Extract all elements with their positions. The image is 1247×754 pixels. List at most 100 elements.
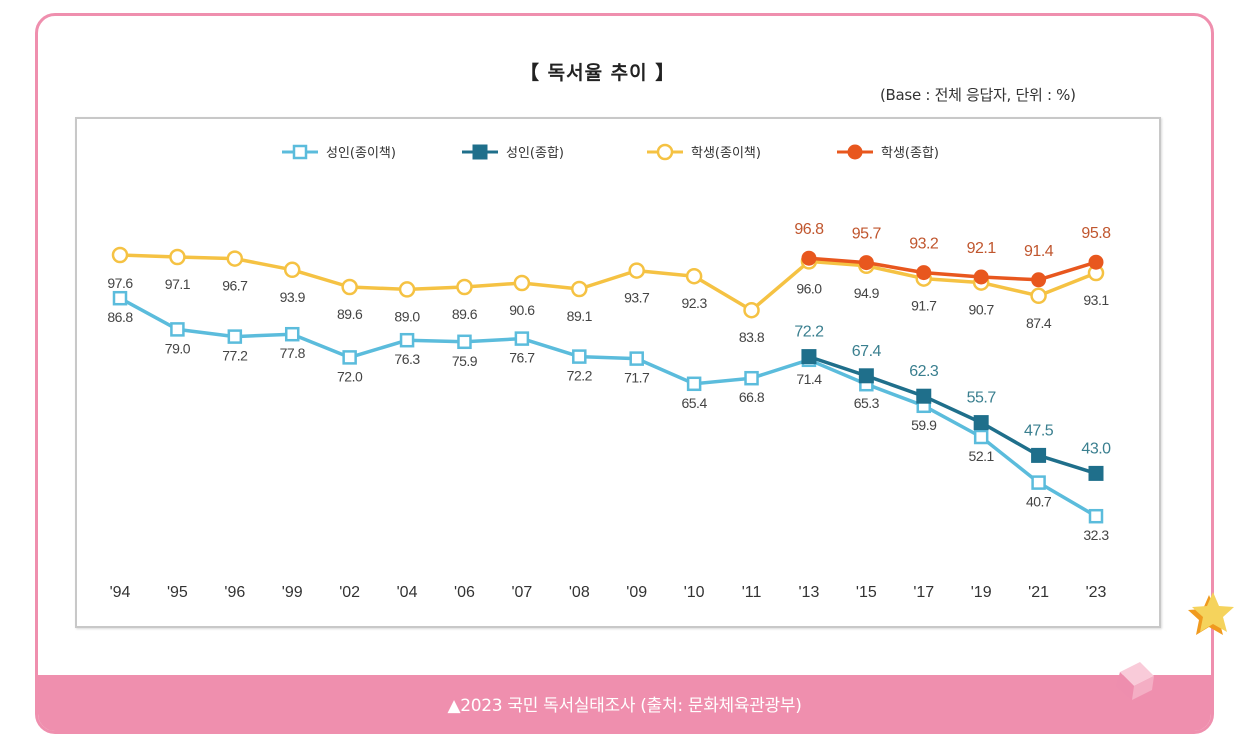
series-line	[808, 256, 1097, 282]
data-label: 77.8	[280, 345, 306, 361]
x-tick-label: '95	[167, 584, 188, 601]
data-label: 52.1	[969, 448, 995, 464]
data-point	[112, 290, 128, 306]
series-line	[119, 253, 1097, 312]
legend-marker	[656, 143, 674, 161]
data-point	[1031, 447, 1047, 463]
x-tick-label: '04	[397, 584, 418, 601]
x-tick-label: '11	[742, 584, 762, 601]
data-point	[111, 246, 129, 264]
legend-label: 학생(종합)	[881, 146, 939, 161]
x-tick-label: '19	[971, 584, 992, 601]
data-point	[629, 351, 644, 366]
data-label: 91.4	[1024, 243, 1054, 260]
data-label: 95.7	[852, 226, 882, 243]
data-label: 76.7	[509, 350, 535, 366]
data-point	[916, 388, 932, 404]
series-student-paper: 97.6 97.1 96.7 93.9 89.6 89.0 89.6 90.6 89.1 93.7…	[107, 246, 1110, 345]
data-point	[226, 250, 244, 267]
data-label: 55.7	[967, 390, 997, 407]
data-point	[973, 269, 989, 285]
x-tick-label: '09	[626, 584, 647, 601]
series-line	[119, 296, 1097, 518]
legend-item: 성인(종합)	[462, 144, 564, 161]
data-point	[284, 326, 300, 342]
data-point	[858, 368, 874, 384]
data-point	[1030, 287, 1047, 305]
data-point	[1088, 508, 1104, 524]
x-tick-label: '15	[856, 584, 877, 601]
data-label: 79.0	[165, 340, 191, 356]
data-point	[513, 274, 531, 292]
data-point	[686, 376, 702, 392]
source-caption: ▲2023 국민 독서실태조사 (출처: 문화체육관광부)	[38, 675, 1211, 731]
x-tick-label: '13	[799, 584, 820, 601]
data-point	[801, 250, 817, 266]
series-student-total: 96.8 95.7 93.2 92.1 91.4 95.8	[794, 221, 1112, 288]
data-label: 90.6	[509, 302, 535, 318]
data-label: 72.0	[337, 368, 363, 384]
data-point	[973, 429, 989, 445]
data-point	[572, 349, 587, 364]
data-label: 89.6	[452, 306, 478, 322]
data-point	[628, 262, 645, 279]
data-label: 96.7	[222, 278, 248, 294]
legend-label: 성인(종합)	[506, 146, 564, 161]
data-label: 59.9	[911, 417, 937, 433]
data-point	[571, 280, 588, 298]
data-label: 95.8	[1081, 225, 1111, 242]
source-caption-text: ▲2023 국민 독서실태조사 (출처: 문화체육관광부)	[447, 695, 802, 716]
x-tick-label: '21	[1028, 584, 1049, 601]
data-point	[858, 255, 874, 271]
data-label: 43.0	[1081, 440, 1111, 457]
x-tick-label: '07	[511, 584, 532, 601]
data-point	[457, 334, 472, 350]
data-label: 66.8	[739, 389, 765, 405]
data-label: 65.4	[681, 395, 707, 411]
data-label: 94.9	[854, 285, 880, 301]
data-label: 89.1	[567, 308, 593, 324]
data-label: 77.2	[222, 348, 248, 364]
data-point	[398, 281, 416, 298]
data-label: 40.7	[1026, 494, 1052, 510]
data-label: 83.8	[739, 329, 765, 345]
data-point	[283, 261, 301, 279]
data-label: 32.3	[1083, 527, 1109, 543]
data-point	[456, 278, 473, 296]
legend-item: 학생(종이책)	[647, 143, 761, 161]
legend-item: 학생(종합)	[837, 144, 939, 161]
legend-marker	[847, 144, 863, 160]
data-label: 89.6	[337, 306, 363, 322]
chart-subtitle: (Base : 전체 응답자, 단위 : %)	[880, 86, 1076, 104]
data-point	[399, 332, 415, 348]
data-point	[514, 331, 530, 346]
data-label: 71.7	[624, 370, 650, 386]
data-label: 47.5	[1024, 422, 1054, 439]
data-label: 93.7	[624, 290, 650, 306]
data-label: 91.7	[911, 298, 937, 314]
data-label: 86.8	[107, 309, 133, 325]
x-tick-label: '08	[569, 584, 590, 601]
legend-item: 성인(종이책)	[282, 144, 396, 161]
data-label: 71.4	[796, 371, 822, 387]
data-label: 72.2	[567, 368, 593, 384]
data-point	[685, 267, 703, 285]
data-point	[169, 248, 186, 266]
x-tick-label: '17	[913, 584, 934, 601]
data-point	[744, 370, 759, 386]
x-tick-label: '10	[684, 584, 705, 601]
data-label: 92.3	[681, 295, 707, 311]
chart-frame	[75, 117, 1161, 628]
data-point	[1088, 254, 1104, 270]
data-label: 62.3	[909, 363, 939, 380]
data-label: 93.9	[280, 289, 306, 305]
data-label: 90.7	[969, 302, 995, 318]
data-point	[1031, 475, 1046, 490]
data-point	[743, 301, 760, 319]
series-adult-total: 72.2 67.4 62.3 55.7 47.5 43.0	[794, 324, 1112, 481]
x-tick-label: '94	[110, 584, 131, 601]
legend-label: 성인(종이책)	[326, 146, 396, 161]
data-label: 76.3	[394, 351, 420, 367]
data-label: 67.4	[852, 343, 882, 360]
